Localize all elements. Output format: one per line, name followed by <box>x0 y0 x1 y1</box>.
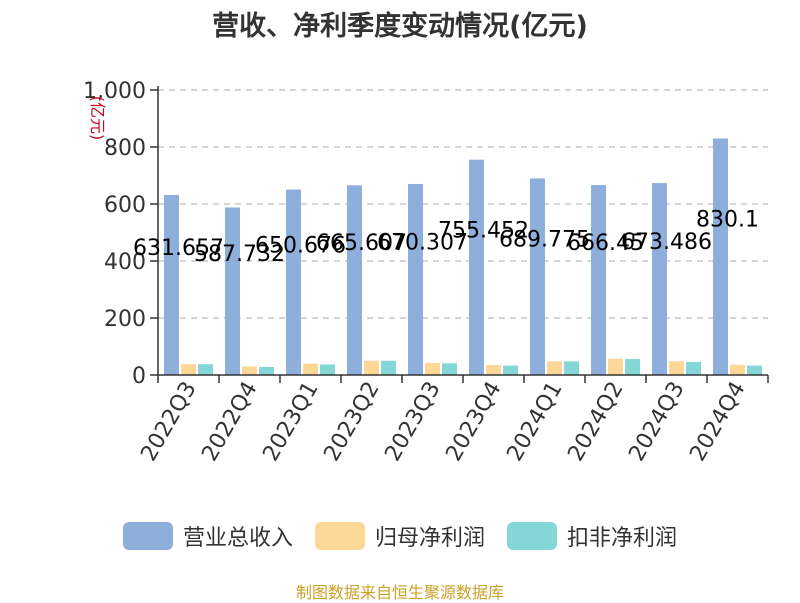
bar-net-profit <box>486 365 501 375</box>
data-label-revenue: 650.676 <box>255 233 346 258</box>
data-label-revenue: 670.307 <box>377 230 468 255</box>
x-tick-label: 2023Q3 <box>380 378 445 466</box>
x-tick-label: 2024Q4 <box>685 378 750 466</box>
bar-net-profit <box>730 364 745 375</box>
legend-swatch-deducted-profit <box>507 522 557 550</box>
legend-label-revenue: 营业总收入 <box>182 526 293 551</box>
data-label-revenue: 830.1 <box>696 208 759 233</box>
legend-label-deducted-profit: 扣非净利润 <box>567 526 678 551</box>
x-tick-label: 2022Q4 <box>197 378 262 466</box>
bar-net-profit <box>303 363 318 375</box>
bar-revenue <box>408 183 423 375</box>
bar-net-profit <box>425 363 440 375</box>
chart-title: 营收、净利季度变动情况(亿元) <box>212 11 588 42</box>
bar-deducted-profit <box>686 361 701 375</box>
bar-net-profit <box>669 361 684 375</box>
x-tick-label: 2023Q4 <box>441 378 506 466</box>
legend-item-deducted-profit[interactable]: 扣非净利润 <box>507 520 677 552</box>
bar-net-profit <box>608 358 623 375</box>
bar-net-profit <box>181 364 196 375</box>
x-tick-label: 2024Q1 <box>502 378 567 466</box>
bar-deducted-profit <box>381 360 396 375</box>
legend-swatch-net-profit <box>314 522 365 550</box>
y-tick-label: 200 <box>104 307 146 332</box>
bar-net-profit <box>364 360 379 375</box>
bar-revenue <box>347 185 362 375</box>
bar-revenue <box>713 138 728 375</box>
data-label-revenue: 587.732 <box>194 242 285 267</box>
legend-label-net-profit: 归母净利润 <box>374 526 485 551</box>
bar-deducted-profit <box>625 359 640 375</box>
x-tick-label: 2022Q3 <box>136 378 201 466</box>
y-tick-label: 0 <box>132 364 146 389</box>
bar-revenue <box>652 183 667 375</box>
bar-deducted-profit <box>198 364 213 375</box>
x-tick-label: 2023Q2 <box>319 378 384 466</box>
bar-deducted-profit <box>259 367 274 375</box>
bar-revenue <box>469 159 484 375</box>
data-label-revenue: 631.657 <box>133 236 224 261</box>
legend-item-revenue[interactable]: 营业总收入 <box>122 520 293 552</box>
data-label-revenue: 673.486 <box>621 230 712 255</box>
source-note: 制图数据来自恒生聚源数据库 <box>295 583 504 602</box>
bar-revenue <box>225 207 240 375</box>
y-tick-label: 400 <box>104 250 146 275</box>
data-label-revenue: 689.775 <box>499 228 590 253</box>
bar-deducted-profit <box>320 364 335 375</box>
bar-deducted-profit <box>564 361 579 375</box>
y-tick-label: 600 <box>104 193 146 218</box>
bar-revenue <box>164 194 179 375</box>
data-label-revenue: 665.607 <box>316 231 407 256</box>
legend-item-net-profit[interactable]: 归母净利润 <box>314 520 485 552</box>
bar-revenue <box>530 178 545 375</box>
legend-swatch-revenue <box>122 522 173 550</box>
y-tick-label: 1,000 <box>83 79 146 104</box>
data-label-revenue: 666.45 <box>567 231 644 256</box>
x-tick-label: 2023Q1 <box>258 378 323 466</box>
y-tick-label: 800 <box>104 136 146 161</box>
legend: 营业总收入 归母净利润 扣非净利润 <box>0 520 800 552</box>
bar-revenue <box>286 189 301 375</box>
x-tick-label: 2024Q3 <box>624 378 689 466</box>
x-tick-label: 2024Q2 <box>563 378 628 466</box>
bar-deducted-profit <box>442 363 457 375</box>
bar-deducted-profit <box>503 365 518 375</box>
data-label-revenue: 755.452 <box>438 218 529 243</box>
bar-deducted-profit <box>747 365 762 375</box>
bar-net-profit <box>547 361 562 375</box>
bar-revenue <box>591 185 606 375</box>
y-axis-label: (亿元) <box>88 96 107 141</box>
bar-net-profit <box>242 366 257 375</box>
